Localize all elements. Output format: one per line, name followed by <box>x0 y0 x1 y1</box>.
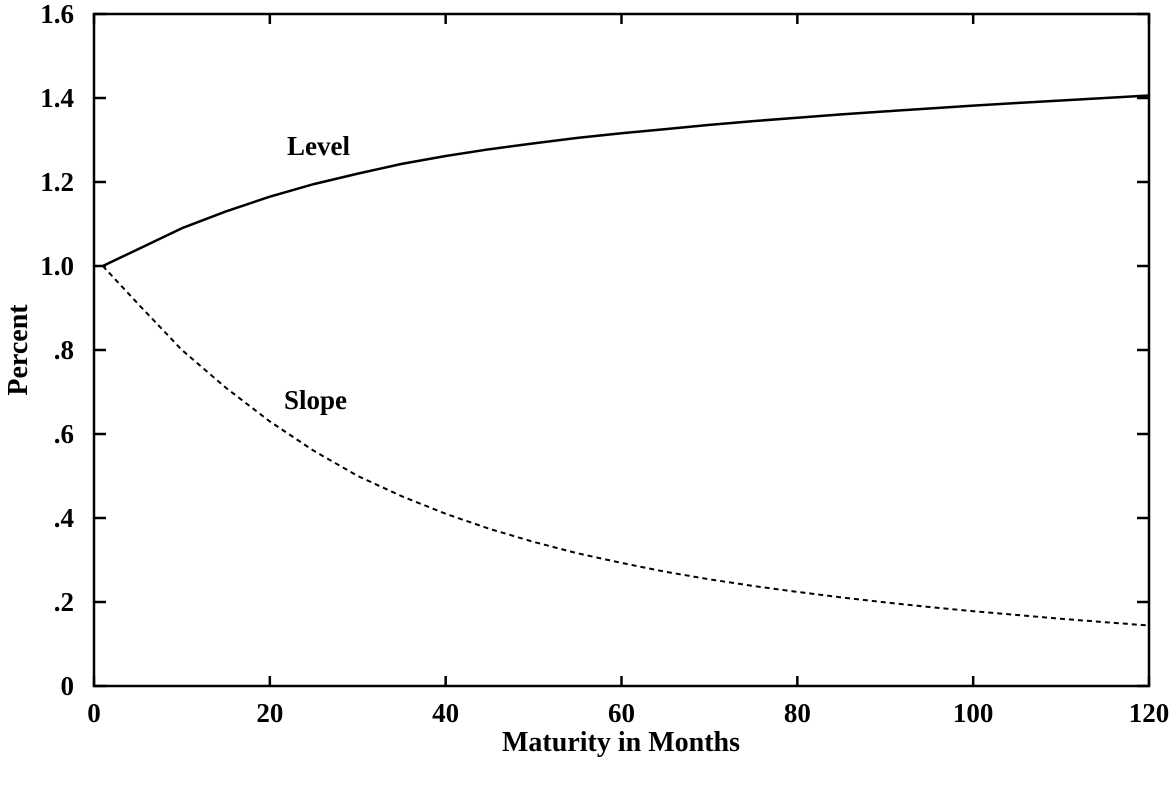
x-axis-title: Maturity in Months <box>502 727 740 758</box>
series-label-level: Level <box>287 131 350 161</box>
y-tick-label: 0 <box>61 671 75 701</box>
series-label-slope: Slope <box>284 385 347 415</box>
y-tick-label: .8 <box>54 335 74 365</box>
x-tick-label: 120 <box>1129 698 1170 728</box>
y-tick-label: .6 <box>54 419 74 449</box>
plot-frame <box>92 12 1151 688</box>
y-tick-label: 1.0 <box>40 251 74 281</box>
series-line-slope <box>102 265 1150 627</box>
x-tick-label: 60 <box>608 698 635 728</box>
y-tick-label: .4 <box>54 503 74 533</box>
series-layer <box>102 94 1150 627</box>
x-tick-label: 0 <box>87 698 101 728</box>
y-axis-title: Percent <box>3 304 34 396</box>
x-tick-label: 20 <box>256 698 283 728</box>
x-tick-label: 40 <box>432 698 459 728</box>
series-line-level <box>102 94 1150 268</box>
x-tick-label: 100 <box>953 698 994 728</box>
y-tick-label: 1.6 <box>40 0 74 29</box>
y-tick-label: 1.2 <box>40 167 74 197</box>
y-tick-label: 1.4 <box>40 83 74 113</box>
ticks-layer: 0 20 40 60 80 100 120 0 .2 .4 .6 .8 1.0 1.2 1.4 1.6 <box>40 0 1169 728</box>
y-tick-label: .2 <box>54 587 74 617</box>
x-tick-label: 80 <box>784 698 811 728</box>
